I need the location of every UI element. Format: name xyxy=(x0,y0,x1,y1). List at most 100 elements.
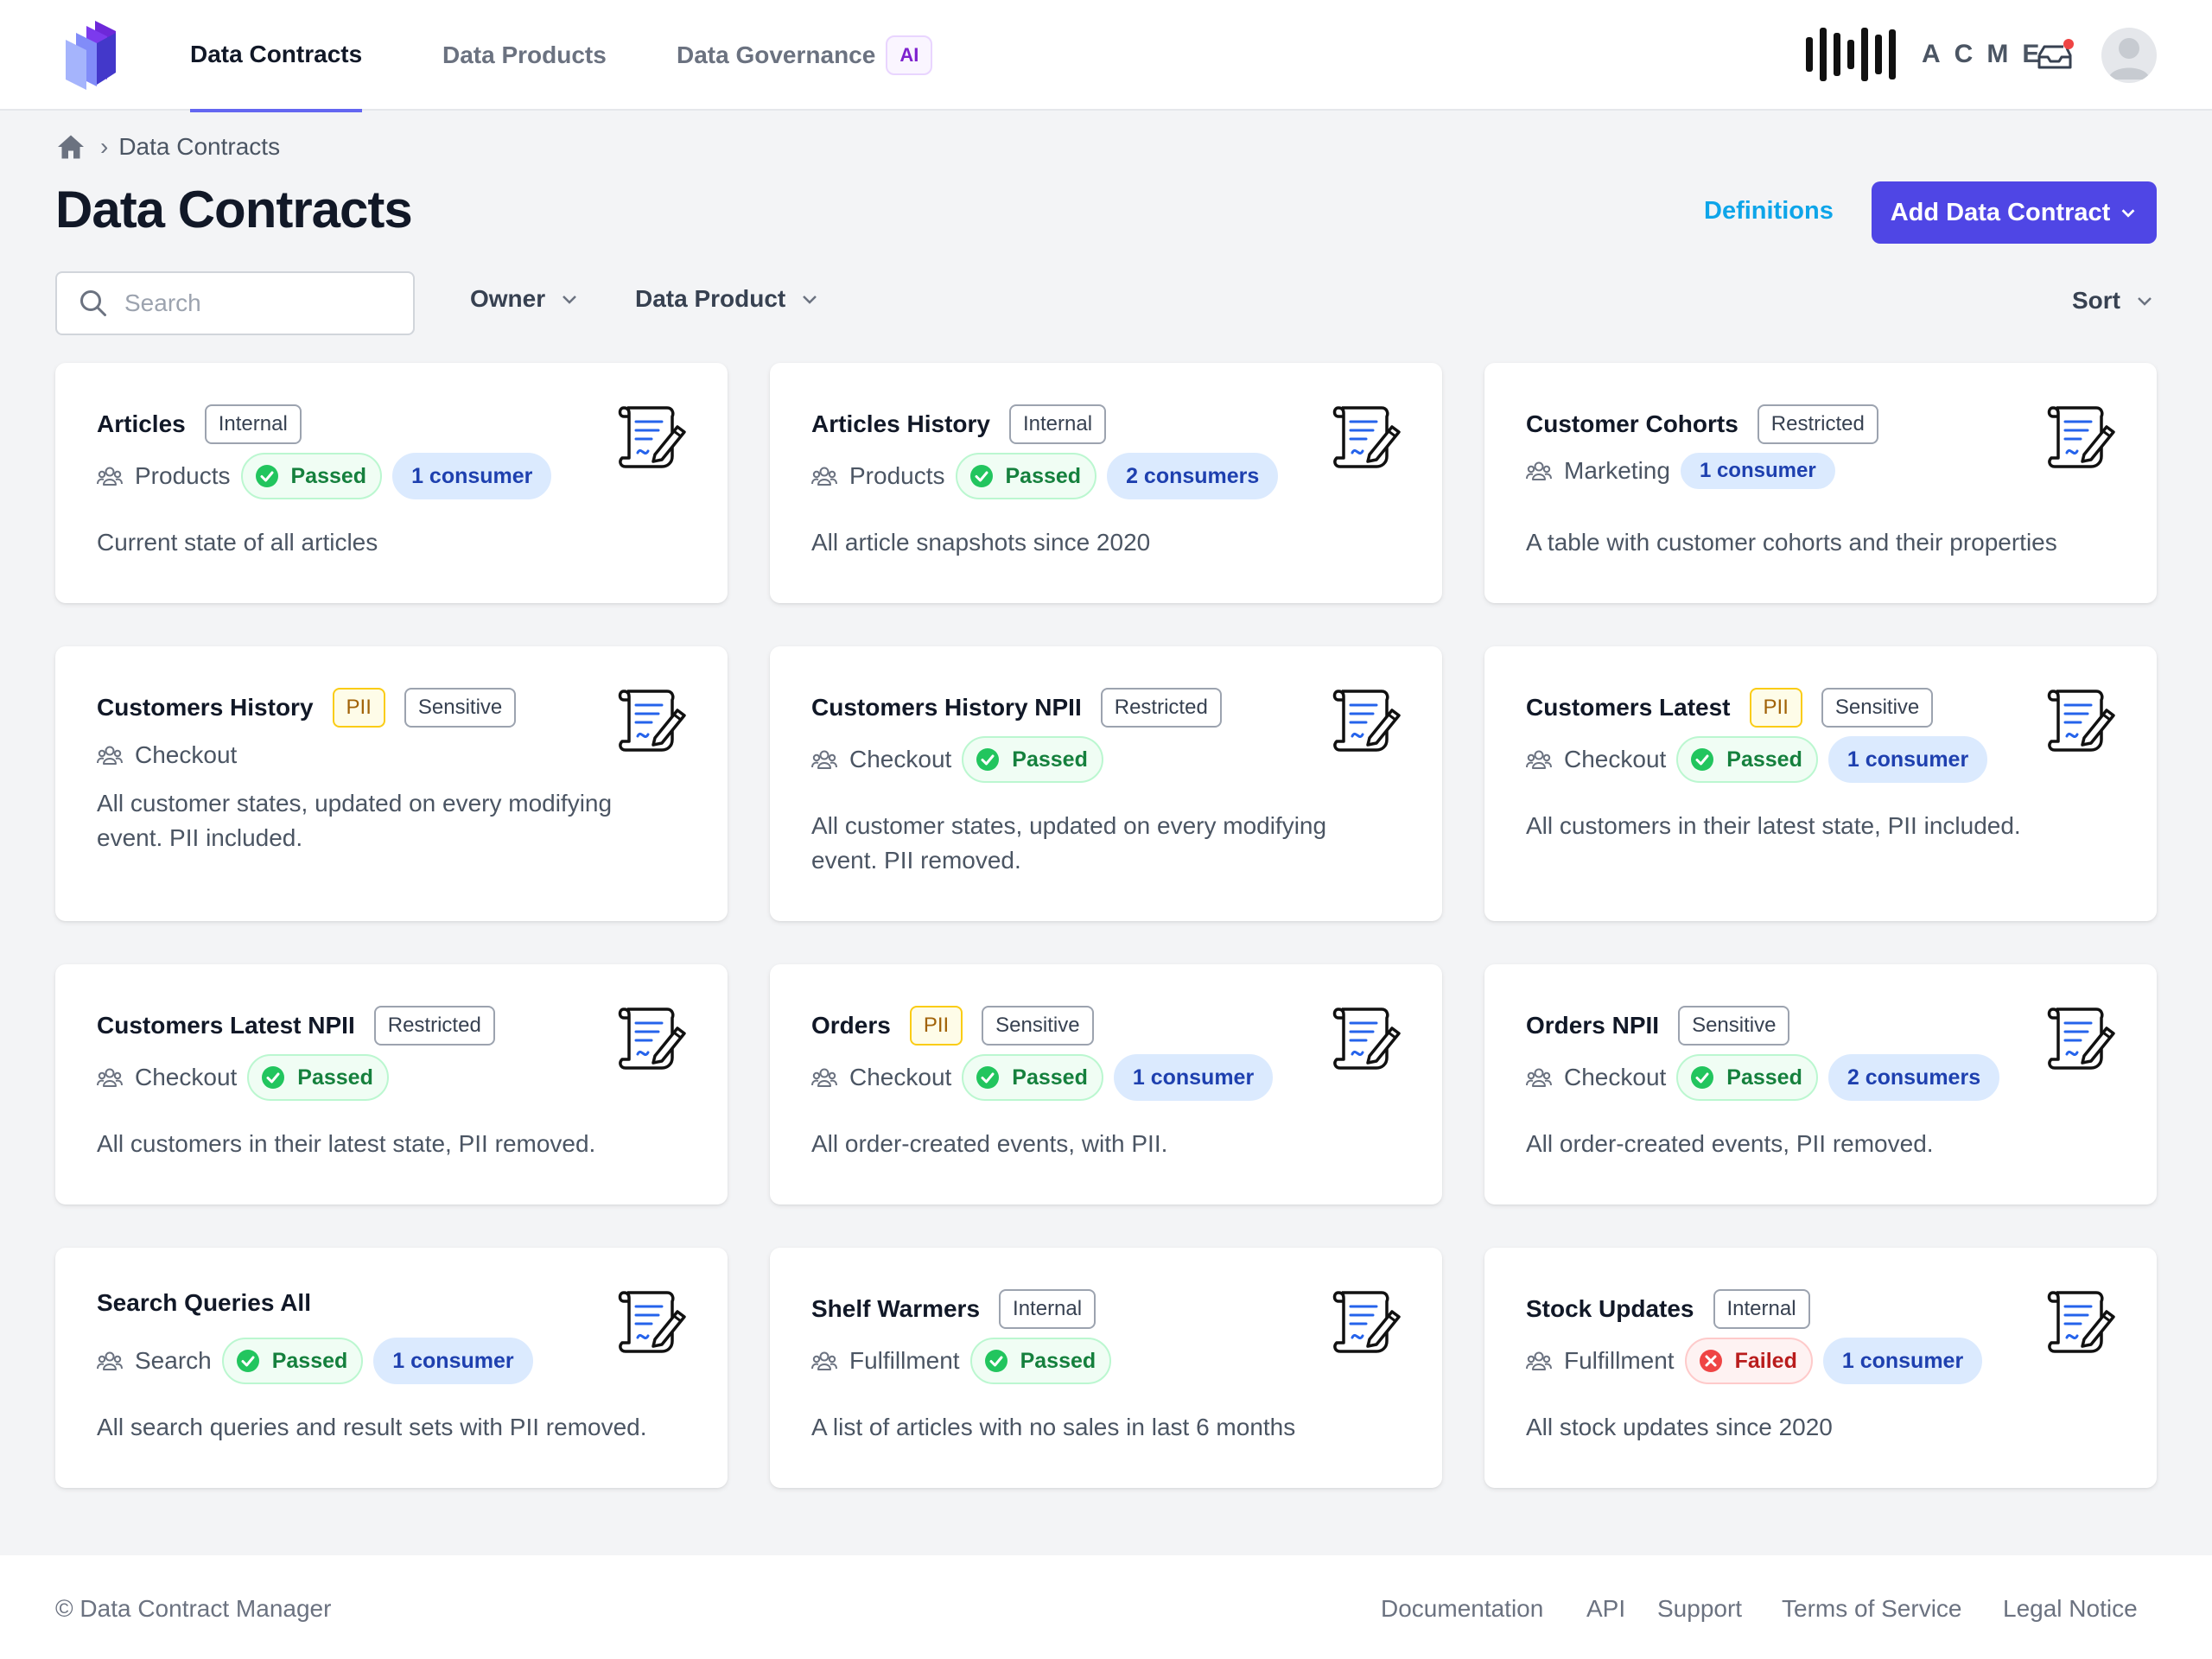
contract-card[interactable]: Orders NPII Sensitive Checkout Passed 2 cons… xyxy=(1484,964,2157,1205)
tab-data-contracts[interactable]: Data Contracts xyxy=(190,0,363,112)
footer-link-terms[interactable]: Terms of Service xyxy=(1782,1595,1962,1622)
tab-data-products[interactable]: Data Products xyxy=(442,0,607,111)
check-circle-icon xyxy=(1690,1065,1714,1090)
card-meta: Products Passed 1 consumer xyxy=(97,453,552,499)
card-meta: Checkout Passed 1 consumer xyxy=(811,1054,1274,1101)
card-description: All search queries and result sets with … xyxy=(97,1414,647,1440)
card-description: All customers in their latest state, PII… xyxy=(97,1130,596,1157)
footer-link-documentation[interactable]: Documentation xyxy=(1381,1595,1544,1622)
card-title: Shelf Warmers xyxy=(811,1295,981,1322)
footer-link-legal[interactable]: Legal Notice xyxy=(2003,1595,2138,1622)
status-badge: Passed xyxy=(247,1054,389,1101)
contract-card[interactable]: Customers History PII Sensitive Checkout All… xyxy=(55,646,728,921)
footer xyxy=(0,1555,2212,1659)
user-avatar[interactable] xyxy=(2101,28,2157,83)
contract-card[interactable]: Search Queries All Search Passed 1 consumer… xyxy=(55,1248,728,1488)
contract-card[interactable]: Shelf Warmers Internal Fulfillment Passed A … xyxy=(770,1248,1442,1488)
contract-card[interactable]: Stock Updates Internal Fulfillment Failed 1 … xyxy=(1484,1248,2157,1488)
contract-icon xyxy=(1330,1004,1402,1073)
check-circle-icon xyxy=(984,1349,1008,1373)
card-header: Customers History NPII Restricted xyxy=(811,688,1222,728)
contract-card[interactable]: Customer Cohorts Restricted Marketing 1 con… xyxy=(1484,363,2157,603)
owner-team: Marketing xyxy=(1564,457,1670,484)
contract-card[interactable]: Customers History NPII Restricted Checkout… xyxy=(770,646,1442,921)
consumers-badge: 1 consumer xyxy=(1827,736,1988,783)
owner-filter[interactable]: Owner xyxy=(470,285,580,313)
card-header: Orders PII Sensitive xyxy=(811,1006,1094,1046)
classification-tag: PII xyxy=(1749,688,1802,728)
home-icon[interactable] xyxy=(55,131,86,162)
status-label: Passed xyxy=(1012,747,1088,772)
contract-card[interactable]: Orders PII Sensitive Checkout Passed 1 consum… xyxy=(770,964,1442,1205)
check-circle-icon xyxy=(236,1349,260,1373)
footer-link-support[interactable]: Support xyxy=(1657,1595,1743,1622)
contract-icon xyxy=(615,403,688,472)
card-header: Search Queries All xyxy=(97,1289,311,1317)
team-icon xyxy=(1526,458,1552,484)
team-icon xyxy=(1526,747,1552,772)
data-product-filter[interactable]: Data Product xyxy=(635,285,820,313)
definitions-link[interactable]: Definitions xyxy=(1704,197,1834,225)
sort-dropdown[interactable]: Sort xyxy=(2072,287,2155,315)
card-meta: Marketing 1 consumer xyxy=(1526,453,1835,489)
card-meta: Fulfillment Passed xyxy=(811,1338,1112,1384)
team-icon xyxy=(1526,1348,1552,1374)
contract-card[interactable]: Articles History Internal Products Passed 2 … xyxy=(770,363,1442,603)
tab-data-products-label: Data Products xyxy=(442,41,607,68)
team-icon xyxy=(97,1348,123,1374)
top-navigation-bar: Data Contracts Data Products Data Govern… xyxy=(0,0,2212,112)
team-icon xyxy=(811,1065,837,1090)
contract-card[interactable]: Articles Internal Products Passed 1 consumer… xyxy=(55,363,728,603)
card-header: Customers Latest PII Sensitive xyxy=(1526,688,1934,728)
team-icon xyxy=(97,742,123,768)
team-icon xyxy=(811,463,837,489)
status-label: Passed xyxy=(1005,463,1082,488)
ai-badge: AI xyxy=(886,35,933,75)
footer-link-api[interactable]: API xyxy=(1586,1595,1626,1622)
search-input[interactable] xyxy=(124,289,401,317)
card-description: All order-created events, with PII. xyxy=(811,1130,1168,1157)
status-label: Passed xyxy=(1012,1065,1088,1090)
consumers-badge: 1 consumer xyxy=(1822,1338,1983,1384)
classification-tag: Restricted xyxy=(1100,688,1222,728)
contract-icon xyxy=(2044,1004,2117,1073)
classification-tag: Internal xyxy=(1713,1289,1810,1329)
consumers-badge: 1 consumer xyxy=(1113,1054,1274,1101)
status-label: Passed xyxy=(297,1065,373,1090)
user-avatar-icon xyxy=(2108,38,2150,79)
contract-icon xyxy=(2044,403,2117,472)
breadcrumb-current: Data Contracts xyxy=(118,133,281,160)
contract-icon xyxy=(2044,1287,2117,1357)
inbox-notification-icon[interactable] xyxy=(2036,38,2075,73)
team-icon xyxy=(811,747,837,772)
card-title: Search Queries All xyxy=(97,1289,311,1316)
consumers-badge: 2 consumers xyxy=(1827,1054,2000,1101)
card-meta: Checkout Passed 2 consumers xyxy=(1526,1054,2000,1101)
brand-name: ACME xyxy=(1922,40,2054,68)
contract-card[interactable]: Customers Latest NPII Restricted Checkout P… xyxy=(55,964,728,1205)
classification-tag: Sensitive xyxy=(982,1006,1094,1046)
card-description: All customers in their latest state, PII… xyxy=(1526,812,2021,839)
card-title: Stock Updates xyxy=(1526,1295,1694,1322)
card-title: Orders NPII xyxy=(1526,1012,1660,1039)
check-circle-icon xyxy=(969,464,994,488)
sort-label: Sort xyxy=(2072,287,2120,314)
card-header: Customer Cohorts Restricted xyxy=(1526,404,1878,444)
owner-team: Checkout xyxy=(849,746,952,772)
consumers-badge: 1 consumer xyxy=(373,1338,533,1384)
team-icon xyxy=(97,463,123,489)
consumers-badge: 1 consumer xyxy=(1680,453,1835,489)
card-header: Customers History PII Sensitive xyxy=(97,688,517,728)
add-data-contract-button[interactable]: Add Data Contract xyxy=(1872,181,2157,244)
search-field[interactable] xyxy=(55,271,415,335)
check-circle-icon xyxy=(976,1065,1000,1090)
card-description: All order-created events, PII removed. xyxy=(1526,1130,1934,1157)
status-label: Passed xyxy=(1020,1348,1096,1373)
card-header: Articles History Internal xyxy=(811,404,1107,444)
contract-card[interactable]: Customers Latest PII Sensitive Checkout Pass… xyxy=(1484,646,2157,921)
chevron-right-icon: › xyxy=(100,133,109,160)
owner-team: Fulfillment xyxy=(849,1347,960,1374)
tab-data-governance[interactable]: Data Governance AI xyxy=(677,0,933,111)
contract-icon xyxy=(615,686,688,755)
app-logo-icon[interactable] xyxy=(60,19,130,92)
